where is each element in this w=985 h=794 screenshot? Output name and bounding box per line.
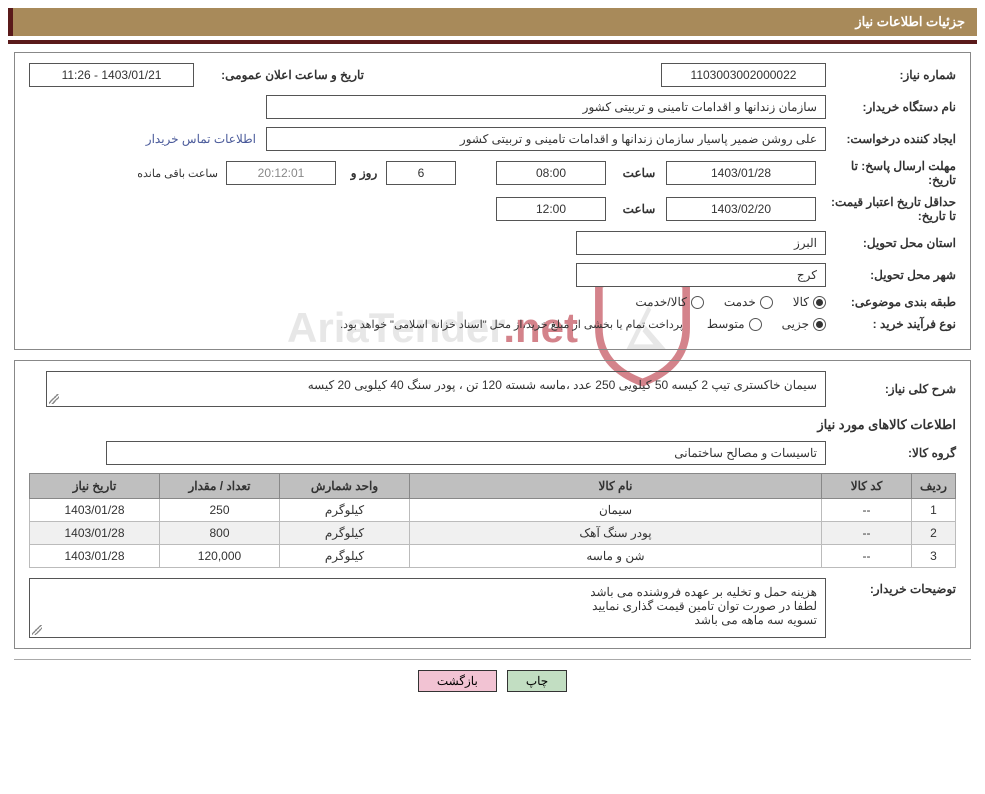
items-section-title: اطلاعات کالاهای مورد نیاز bbox=[29, 417, 956, 433]
table-cell: 1 bbox=[912, 499, 956, 522]
validity-time: 12:00 bbox=[496, 197, 606, 221]
table-cell: 1403/01/28 bbox=[30, 499, 160, 522]
city-field: کرج bbox=[576, 263, 826, 287]
announce-value: 1403/01/21 - 11:26 bbox=[29, 63, 194, 87]
print-button[interactable]: چاپ bbox=[507, 670, 567, 692]
radio-small-label: جزیی bbox=[782, 317, 809, 331]
announce-label: تاریخ و ساعت اعلان عمومی: bbox=[194, 68, 364, 82]
group-label: گروه کالا: bbox=[826, 446, 956, 460]
validity-label: حداقل تاریخ اعتبار قیمت: تا تاریخ: bbox=[816, 195, 956, 223]
need-desc-text: سیمان خاکستری تیپ 2 کیسه 50 کیلویی 250 ع… bbox=[308, 378, 817, 392]
contact-link[interactable]: اطلاعات تماس خریدار bbox=[146, 132, 256, 146]
requester-field: علی روشن ضمیر پاسیار سازمان زندانها و اق… bbox=[266, 127, 826, 151]
th-rownum: ردیف bbox=[912, 474, 956, 499]
buyer-org-field: سازمان زندانها و اقدامات تامینی و تربیتی… bbox=[266, 95, 826, 119]
radio-medium-label: متوسط bbox=[707, 317, 745, 331]
buyer-note-line1: هزینه حمل و تخلیه بر عهده فروشنده می باش… bbox=[38, 585, 817, 599]
city-label: شهر محل تحویل: bbox=[826, 268, 956, 282]
table-cell: شن و ماسه bbox=[410, 545, 822, 568]
remaining-label: ساعت باقی مانده bbox=[137, 167, 218, 180]
th-date: تاریخ نیاز bbox=[30, 474, 160, 499]
table-cell: 1403/01/28 bbox=[30, 545, 160, 568]
resize-handle-icon[interactable] bbox=[49, 394, 59, 404]
category-radio-group: کالا خدمت کالا/خدمت bbox=[635, 295, 826, 309]
province-label: استان محل تحویل: bbox=[826, 236, 956, 250]
need-desc-box[interactable]: سیمان خاکستری تیپ 2 کیسه 50 کیلویی 250 ع… bbox=[46, 371, 826, 407]
table-cell: 3 bbox=[912, 545, 956, 568]
radio-service-label: خدمت bbox=[724, 295, 756, 309]
days-label: روز و bbox=[336, 166, 386, 180]
table-header-row: ردیف کد کالا نام کالا واحد شمارش تعداد /… bbox=[30, 474, 956, 499]
table-cell: 120,000 bbox=[160, 545, 280, 568]
table-row: 2--پودر سنگ آهککیلوگرم8001403/01/28 bbox=[30, 522, 956, 545]
table-cell: -- bbox=[822, 522, 912, 545]
group-field: تاسیسات و مصالح ساختمانی bbox=[106, 441, 826, 465]
table-cell: کیلوگرم bbox=[280, 545, 410, 568]
purchase-type-note: پرداخت تمام یا بخشی از مبلغ خرید،از محل … bbox=[340, 318, 683, 331]
table-cell: -- bbox=[822, 545, 912, 568]
items-table: ردیف کد کالا نام کالا واحد شمارش تعداد /… bbox=[29, 473, 956, 568]
table-cell: کیلوگرم bbox=[280, 499, 410, 522]
radio-small[interactable] bbox=[813, 318, 826, 331]
table-cell: 1403/01/28 bbox=[30, 522, 160, 545]
deadline-date: 1403/01/28 bbox=[666, 161, 816, 185]
category-label: طبقه بندی موضوعی: bbox=[826, 295, 956, 309]
table-cell: 250 bbox=[160, 499, 280, 522]
page-title: جزئیات اطلاعات نیاز bbox=[8, 8, 977, 36]
table-row: 1--سیمانکیلوگرم2501403/01/28 bbox=[30, 499, 956, 522]
radio-goods-label: کالا bbox=[793, 295, 809, 309]
buyer-note-line2: لطفا در صورت توان تامین قیمت گذاری نمایی… bbox=[38, 599, 817, 613]
table-cell: کیلوگرم bbox=[280, 522, 410, 545]
need-number-label: شماره نیاز: bbox=[826, 68, 956, 82]
deadline-label: مهلت ارسال پاسخ: تا تاریخ: bbox=[816, 159, 956, 187]
requester-label: ایجاد کننده درخواست: bbox=[826, 132, 956, 146]
need-number-field: 1103003002000022 bbox=[661, 63, 826, 87]
table-cell: 800 bbox=[160, 522, 280, 545]
purchase-type-label: نوع فرآیند خرید : bbox=[826, 317, 956, 331]
th-unit: واحد شمارش bbox=[280, 474, 410, 499]
deadline-time: 08:00 bbox=[496, 161, 606, 185]
time-label-2: ساعت bbox=[606, 202, 666, 216]
back-button[interactable]: بازگشت bbox=[418, 670, 497, 692]
table-cell: سیمان bbox=[410, 499, 822, 522]
table-cell: پودر سنگ آهک bbox=[410, 522, 822, 545]
header-divider bbox=[8, 40, 977, 44]
radio-medium[interactable] bbox=[749, 318, 762, 331]
table-cell: 2 bbox=[912, 522, 956, 545]
radio-service[interactable] bbox=[760, 296, 773, 309]
radio-goods-service[interactable] bbox=[691, 296, 704, 309]
table-row: 3--شن و ماسهکیلوگرم120,0001403/01/28 bbox=[30, 545, 956, 568]
th-qty: تعداد / مقدار bbox=[160, 474, 280, 499]
time-label-1: ساعت bbox=[606, 166, 666, 180]
table-cell: -- bbox=[822, 499, 912, 522]
need-desc-label: شرح کلی نیاز: bbox=[826, 382, 956, 396]
resize-handle-icon[interactable] bbox=[32, 625, 42, 635]
th-code: کد کالا bbox=[822, 474, 912, 499]
buyer-notes-label: توضیحات خریدار: bbox=[826, 578, 956, 596]
buyer-org-label: نام دستگاه خریدار: bbox=[826, 100, 956, 114]
validity-date: 1403/02/20 bbox=[666, 197, 816, 221]
need-panel: شرح کلی نیاز: سیمان خاکستری تیپ 2 کیسه 5… bbox=[14, 360, 971, 649]
buyer-notes-box[interactable]: هزینه حمل و تخلیه بر عهده فروشنده می باش… bbox=[29, 578, 826, 638]
radio-goods[interactable] bbox=[813, 296, 826, 309]
buyer-note-line3: تسویه سه ماهه می باشد bbox=[38, 613, 817, 627]
info-panel: شماره نیاز: 1103003002000022 تاریخ و ساع… bbox=[14, 52, 971, 350]
actions-bar: چاپ بازگشت bbox=[0, 660, 985, 702]
countdown: 20:12:01 bbox=[226, 161, 336, 185]
province-field: البرز bbox=[576, 231, 826, 255]
days-remaining: 6 bbox=[386, 161, 456, 185]
purchase-type-radio-group: جزیی متوسط bbox=[707, 317, 826, 331]
th-name: نام کالا bbox=[410, 474, 822, 499]
radio-goods-service-label: کالا/خدمت bbox=[635, 295, 686, 309]
